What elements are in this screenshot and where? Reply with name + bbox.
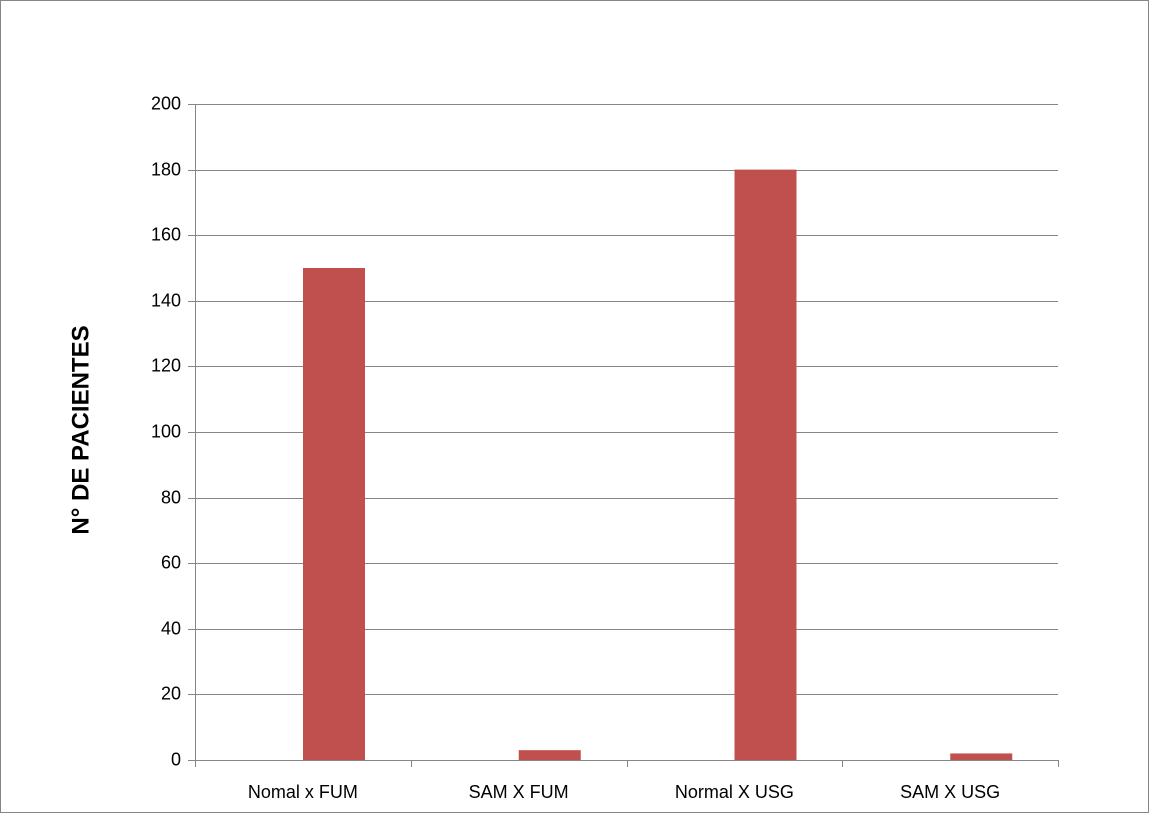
x-tick-label: SAM X USG bbox=[900, 782, 1000, 802]
y-tick-label: 80 bbox=[161, 487, 181, 507]
axes bbox=[195, 104, 1059, 767]
y-tick-labels: 0 20 40 60 80 100 120 140 160 180 200 bbox=[151, 93, 195, 769]
bar bbox=[734, 169, 797, 761]
x-tick-label: Nomal x FUM bbox=[248, 782, 358, 802]
bars bbox=[303, 169, 1013, 761]
x-tick-label: SAM X FUM bbox=[469, 782, 569, 802]
x-tick-labels: Nomal x FUM SAM X FUM Normal X USG SAM X US… bbox=[248, 782, 1000, 802]
bar bbox=[518, 750, 581, 760]
y-tick-label: 200 bbox=[151, 93, 181, 113]
bar bbox=[950, 753, 1013, 760]
y-tick-label: 0 bbox=[171, 749, 181, 769]
y-tick-label: 40 bbox=[161, 618, 181, 638]
y-tick-label: 60 bbox=[161, 552, 181, 572]
bar bbox=[303, 268, 365, 760]
y-tick-label: 20 bbox=[161, 683, 181, 703]
x-tick-label: Normal X USG bbox=[675, 782, 794, 802]
y-tick-label: 180 bbox=[151, 159, 181, 179]
y-tick-label: 120 bbox=[151, 355, 181, 375]
y-axis-title: N° DE PACIENTES bbox=[67, 325, 94, 534]
y-tick-label: 100 bbox=[151, 421, 181, 441]
y-tick-label: 160 bbox=[151, 224, 181, 244]
y-tick-label: 140 bbox=[151, 290, 181, 310]
